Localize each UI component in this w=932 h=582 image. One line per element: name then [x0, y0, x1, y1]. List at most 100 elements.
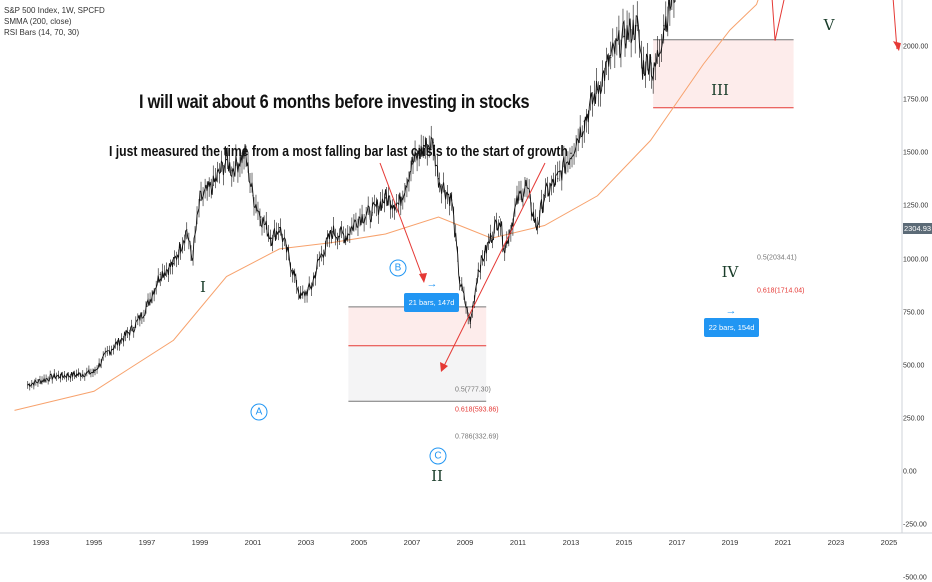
- axis-lines: [0, 0, 932, 534]
- fib-zones: [348, 39, 794, 402]
- price-point: [636, 25, 638, 27]
- x-tick-label: 2025: [880, 538, 898, 547]
- fib-label-2020-0618: 0.618(1714.04): [757, 287, 805, 295]
- price-point: [543, 195, 546, 197]
- price-point: [199, 199, 201, 201]
- x-tick-label: 1997: [138, 538, 156, 547]
- price-point: [398, 203, 400, 205]
- price-point: [384, 197, 387, 199]
- price-point: [260, 216, 262, 218]
- legend-symbol: S&P 500 Index, 1W, SPCFD: [4, 6, 105, 15]
- price-point: [490, 235, 493, 237]
- wave-label-i[interactable]: I: [200, 278, 206, 296]
- subline-annotation[interactable]: I just measured the time from a most fal…: [109, 144, 568, 160]
- fib-zone-2020: [653, 39, 794, 108]
- price-point: [225, 159, 228, 161]
- forecast-path: [771, 0, 898, 50]
- price-point: [358, 216, 360, 218]
- y-tick-label: 500.00: [903, 362, 925, 370]
- price-point: [557, 178, 559, 180]
- fib-label-2020-05: 0.5(2034.41): [757, 254, 797, 262]
- forecast-arrowhead-icon: [892, 41, 901, 52]
- forecast-layer: [771, 0, 901, 52]
- wave-label-b[interactable]: B: [389, 259, 407, 277]
- price-point: [517, 199, 519, 201]
- legend-rsi: RSI Bars (14, 70, 30): [4, 28, 80, 37]
- price-point: [459, 280, 461, 282]
- price-point: [570, 152, 572, 154]
- arrows-layer: [379, 162, 546, 372]
- fib-label-2009-0786: 0.786(332.69): [455, 433, 499, 441]
- x-tick-label: 2001: [244, 538, 262, 547]
- x-tick-label: 2021: [774, 538, 792, 547]
- fib-label-2009-0618: 0.618(593.86): [455, 406, 499, 414]
- price-point: [610, 57, 612, 59]
- series-layer: [14, 0, 759, 411]
- wave-label-ii[interactable]: II: [431, 467, 443, 485]
- y-tick-label: 1500.00: [903, 149, 929, 157]
- x-tick-label: 2023: [827, 538, 845, 547]
- x-tick-label: 2013: [562, 538, 580, 547]
- legend-smma: SMMA (200, close): [4, 17, 72, 26]
- price-point: [119, 339, 122, 341]
- x-tick-label: 2017: [668, 538, 686, 547]
- wave-label-iii[interactable]: III: [711, 81, 729, 99]
- range-arrow-2020-icon: →: [725, 305, 737, 317]
- price-point: [318, 258, 320, 261]
- last-price-label: 2304.93: [903, 223, 932, 234]
- price-point: [93, 371, 95, 373]
- x-tick-label: 2019: [721, 538, 739, 547]
- price-point: [623, 35, 625, 37]
- arrow-to-2009-low: [441, 162, 546, 371]
- y-tick-label: -250.00: [903, 521, 927, 529]
- y-tick-label: 0.00: [903, 468, 917, 476]
- price-point: [133, 326, 135, 329]
- bars-count-2020[interactable]: 22 bars, 154d: [704, 318, 759, 337]
- price-point: [186, 229, 188, 231]
- y-tick-label: 2000.00: [903, 43, 929, 51]
- x-tick-label: 2005: [350, 538, 368, 547]
- price-point: [652, 78, 654, 80]
- price-point: [451, 199, 453, 201]
- price-point: [146, 305, 148, 307]
- wave-label-c[interactable]: C: [429, 447, 447, 465]
- price-point: [345, 235, 347, 237]
- wave-label-a[interactable]: A: [250, 403, 268, 421]
- fib-zone-2009-upper: [348, 306, 487, 346]
- price-point: [583, 120, 585, 122]
- price-point: [432, 142, 434, 144]
- price-point: [106, 352, 108, 354]
- bars-count-2008[interactable]: 21 bars, 147d: [404, 293, 459, 312]
- wave-label-iv[interactable]: IV: [721, 263, 739, 281]
- price-point: [191, 258, 193, 261]
- price-point: [649, 57, 652, 59]
- chart-legend: S&P 500 Index, 1W, SPCFD SMMA (200, clos…: [4, 5, 105, 38]
- price-point: [525, 184, 527, 186]
- fib-label-2009-05: 0.5(777.30): [455, 386, 491, 394]
- wave-label-v[interactable]: V: [823, 16, 835, 34]
- price-point: [424, 146, 426, 148]
- price-point: [498, 216, 501, 218]
- price-point: [504, 248, 506, 250]
- x-tick-label: 2007: [403, 538, 421, 547]
- price-point: [172, 263, 175, 265]
- arrow-to-2008-bar: [379, 162, 425, 282]
- x-tick-label: 1993: [32, 538, 50, 547]
- y-tick-label: 750.00: [903, 309, 925, 317]
- price-point: [477, 269, 479, 271]
- price-point: [331, 231, 334, 233]
- price-point: [310, 286, 312, 288]
- price-point: [53, 375, 55, 377]
- price-point: [464, 301, 466, 303]
- headline-annotation[interactable]: I will wait about 6 months before invest…: [139, 92, 530, 113]
- price-point: [212, 184, 214, 186]
- price-chart[interactable]: [0, 0, 932, 550]
- y-tick-label: 1000.00: [903, 256, 929, 263]
- x-tick-label: 1999: [191, 538, 209, 547]
- arrow-head-2008-icon: [419, 273, 427, 283]
- price-point: [663, 25, 665, 27]
- range-arrow-2008-icon: →: [426, 278, 438, 290]
- price-point: [411, 163, 413, 165]
- x-tick-label: 2003: [297, 538, 315, 547]
- price-point: [231, 169, 233, 171]
